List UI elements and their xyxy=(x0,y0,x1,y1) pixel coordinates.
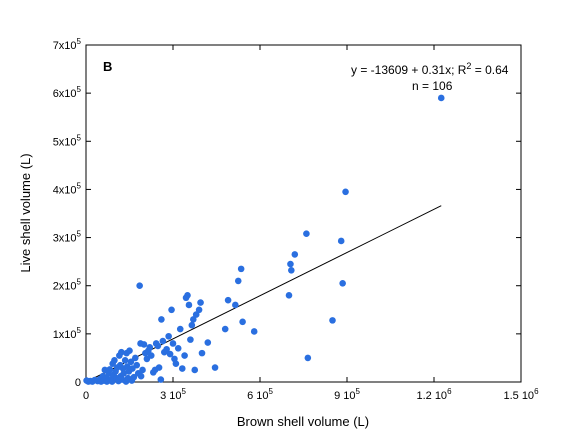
x-tick-label: 9 105 xyxy=(334,387,360,402)
data-point xyxy=(339,280,346,287)
data-point xyxy=(237,265,245,273)
data-point xyxy=(159,337,167,345)
data-point xyxy=(287,260,294,268)
data-point xyxy=(291,251,299,258)
data-point xyxy=(191,366,199,374)
regression-equation: y = -13609 + 0.31x; R2 = 0.64 xyxy=(351,61,509,77)
data-point xyxy=(204,339,212,346)
axis-tick-labels: 0 3 105 6 105 9 105 1.2 106 1.5 106 0 1x105 2x10… xyxy=(53,37,539,402)
data-point xyxy=(106,366,114,373)
y-tick-label: 4x105 xyxy=(53,181,82,196)
data-point xyxy=(154,342,162,350)
data-point xyxy=(303,230,310,238)
data-point xyxy=(198,349,206,357)
data-point xyxy=(184,292,191,299)
x-axis-title: Brown shell volume (L) xyxy=(237,414,369,429)
y-tick-label: 2x105 xyxy=(53,278,82,293)
y-tick-label: 6x105 xyxy=(53,85,82,100)
data-point xyxy=(127,358,135,366)
data-point xyxy=(155,364,163,371)
x-tick-label: 1.5 106 xyxy=(503,387,539,402)
equation-prefix: y = -13609 + 0.31x; R xyxy=(351,63,467,77)
data-point xyxy=(195,306,203,314)
y-tick-label: 7x105 xyxy=(53,37,82,52)
data-point xyxy=(147,352,155,359)
data-point xyxy=(139,366,146,374)
y-tick-label: 1x105 xyxy=(53,326,82,341)
data-point xyxy=(126,347,133,355)
data-point xyxy=(337,237,345,245)
data-point xyxy=(342,188,349,196)
data-point xyxy=(192,311,200,318)
y-axis-title: Live shell volume (L) xyxy=(18,153,33,272)
data-point xyxy=(132,354,139,362)
y-tick-label: 3x105 xyxy=(53,230,82,245)
axis-ticks xyxy=(85,44,522,383)
data-point xyxy=(188,321,196,329)
data-point xyxy=(250,328,258,335)
data-point xyxy=(197,299,204,306)
regression-line xyxy=(85,205,442,383)
data-point xyxy=(190,316,197,323)
data-point xyxy=(163,345,170,353)
x-tick-label: 0 xyxy=(83,390,89,402)
data-point xyxy=(111,357,118,364)
data-point xyxy=(174,345,182,352)
data-point xyxy=(176,325,184,333)
sample-size-label: n = 106 xyxy=(412,79,453,93)
data-point xyxy=(140,341,148,348)
data-point xyxy=(157,376,165,383)
x-tick-label: 3 105 xyxy=(160,387,186,402)
data-point xyxy=(285,292,293,299)
data-point xyxy=(437,94,445,102)
y-tick-label: 5x105 xyxy=(53,133,82,148)
data-point xyxy=(130,373,138,381)
data-point xyxy=(304,354,312,362)
data-point xyxy=(118,348,125,356)
data-point xyxy=(234,277,242,285)
data-point xyxy=(120,370,127,377)
equation-suffix: = 0.64 xyxy=(471,63,508,77)
data-point xyxy=(224,296,232,304)
data-point xyxy=(146,344,154,351)
data-point xyxy=(211,364,219,371)
data-point xyxy=(133,361,141,369)
data-point xyxy=(185,301,193,309)
data-point xyxy=(239,318,246,326)
data-point xyxy=(288,267,295,274)
data-point xyxy=(137,372,145,380)
y-tick-label: 0 xyxy=(75,377,81,389)
data-point xyxy=(136,282,143,290)
panel-label: B xyxy=(103,59,112,74)
data-point xyxy=(181,352,188,359)
data-point xyxy=(172,360,180,368)
data-point xyxy=(221,325,229,333)
equation-sup: 2 xyxy=(466,61,471,71)
x-tick-label: 6 105 xyxy=(247,387,273,402)
data-point xyxy=(169,340,177,347)
data-point xyxy=(165,332,172,340)
data-point xyxy=(121,357,129,364)
data-point xyxy=(158,316,165,323)
data-point xyxy=(232,301,239,309)
plot-frame xyxy=(85,44,522,383)
data-point xyxy=(178,365,186,372)
data-point xyxy=(187,336,194,343)
data-point xyxy=(166,350,174,358)
data-point xyxy=(168,306,175,314)
x-tick-label: 1.2 106 xyxy=(416,387,452,402)
data-point xyxy=(329,317,336,324)
data-points xyxy=(83,94,445,385)
